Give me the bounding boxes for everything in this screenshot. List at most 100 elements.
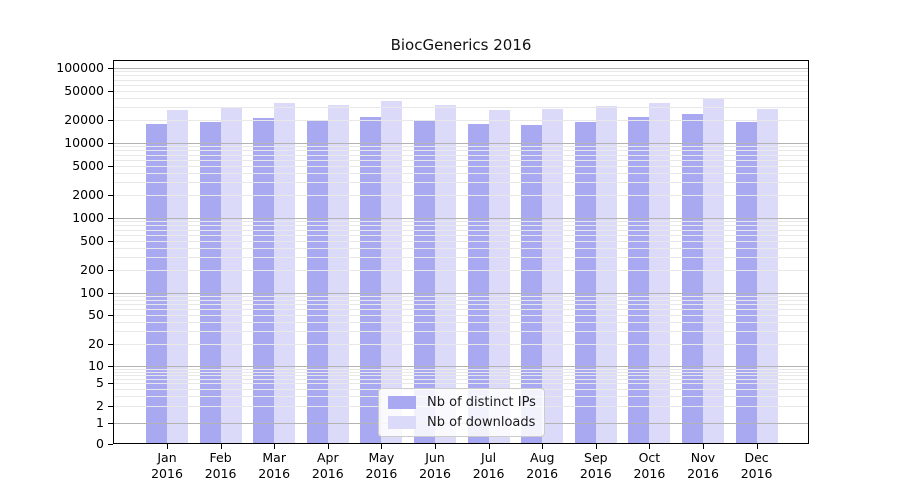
- x-tick-label-mar: Mar 2016: [246, 450, 302, 482]
- x-label-month: Mar: [262, 450, 286, 465]
- gridline-minor: [113, 368, 809, 370]
- y-tick-mark-20000: [108, 120, 113, 122]
- gridline-minor: [113, 71, 809, 73]
- x-tick-mark-nov: [703, 444, 704, 449]
- gridline-minor: [113, 97, 809, 99]
- bar-downloads-feb: [220, 107, 242, 444]
- gridline-minor: [113, 344, 809, 346]
- x-label-year: 2016: [151, 466, 183, 481]
- y-tick-label-20000: 20000: [64, 112, 104, 128]
- y-tick-label-100000: 100000: [56, 60, 104, 75]
- y-tick-mark-50000: [108, 90, 113, 92]
- gridline-minor: [113, 75, 809, 77]
- bar-distinct-ips-oct: [628, 116, 650, 444]
- gridline-minor: [113, 84, 809, 86]
- x-label-month: Dec: [744, 450, 769, 465]
- legend-item-distinct-ips: Nb of distinct IPs: [388, 395, 536, 411]
- gridline-minor: [113, 165, 809, 167]
- x-tick-label-jun: Jun 2016: [407, 450, 463, 482]
- x-tick-mark-mar: [274, 444, 276, 449]
- bar-downloads-nov: [703, 99, 724, 444]
- x-label-year: 2016: [365, 466, 398, 481]
- bar-downloads-jun: [435, 105, 456, 444]
- bar-distinct-ips-nov: [682, 114, 703, 444]
- y-tick-label-50000: 50000: [64, 82, 104, 98]
- y-tick-mark-1: [108, 423, 113, 424]
- gridline-minor: [113, 314, 809, 316]
- x-tick-mark-dec: [756, 444, 758, 449]
- bar-downloads-dec: [756, 109, 778, 444]
- x-label-year: 2016: [740, 466, 773, 481]
- y-tick-label-20: 20: [88, 336, 104, 352]
- gridline-minor: [113, 247, 809, 249]
- bar-downloads-may: [381, 100, 403, 444]
- x-tick-mark-oct: [649, 444, 651, 449]
- legend-label-distinct-ips: Nb of distinct IPs: [427, 395, 536, 411]
- x-label-year: 2016: [204, 466, 237, 481]
- y-tick-label-1000: 1000: [72, 210, 104, 225]
- x-tick-mark-sep: [595, 444, 597, 449]
- gridline-minor: [113, 371, 809, 373]
- gridline-minor: [113, 182, 809, 184]
- gridline-minor: [113, 240, 809, 242]
- gridline-major: [113, 68, 809, 69]
- bar-downloads-oct: [649, 102, 671, 444]
- bar-downloads-aug: [542, 109, 564, 444]
- gridline-minor: [113, 234, 809, 236]
- gridline-minor: [113, 221, 809, 223]
- bar-distinct-ips-jul: [467, 123, 489, 444]
- x-tick-label-sep: Sep 2016: [568, 450, 624, 482]
- bar-downloads-jan: [167, 109, 188, 444]
- gridline-minor: [113, 270, 809, 272]
- x-label-year: 2016: [419, 466, 451, 481]
- y-tick-label-500: 500: [80, 232, 104, 248]
- legend-swatch-distinct-ips: [388, 396, 416, 410]
- x-label-month: Apr: [316, 450, 339, 465]
- gridline-minor: [113, 90, 809, 92]
- y-tick-label-50: 50: [88, 306, 104, 322]
- y-tick-mark-5000: [108, 165, 113, 167]
- gridline-minor: [113, 229, 809, 231]
- y-tick-label-0: 0: [96, 436, 104, 451]
- bar-downloads-mar: [274, 102, 296, 444]
- x-tick-label-dec: Dec 2016: [729, 450, 785, 482]
- y-tick-mark-50: [108, 314, 113, 316]
- gridline-minor: [113, 257, 809, 259]
- x-tick-mark-jan: [167, 444, 168, 449]
- chart-title: BiocGenerics 2016: [390, 36, 532, 54]
- bar-distinct-ips-dec: [735, 122, 757, 444]
- gridline-minor: [113, 107, 809, 109]
- bar-downloads-sep: [595, 106, 617, 444]
- gridline-minor: [113, 300, 809, 302]
- x-label-month: May: [368, 450, 395, 465]
- y-tick-mark-500: [108, 240, 113, 242]
- x-label-year: 2016: [579, 466, 612, 481]
- gridline-minor: [113, 195, 809, 197]
- x-tick-label-nov: Nov 2016: [675, 450, 731, 482]
- gridline-minor: [113, 322, 809, 324]
- x-label-month: Sep: [584, 450, 608, 465]
- bar-downloads-apr: [327, 105, 349, 444]
- gridline-minor: [113, 331, 809, 333]
- gridline-minor: [113, 304, 809, 306]
- y-tick-mark-10: [108, 366, 113, 367]
- gridline-major: [113, 293, 809, 294]
- gridline-major: [113, 218, 809, 219]
- x-tick-label-jan: Jan 2016: [139, 450, 195, 482]
- y-tick-mark-20: [108, 344, 113, 346]
- gridline-major: [113, 143, 809, 144]
- x-label-month: Jan: [157, 450, 177, 465]
- x-tick-label-feb: Feb 2016: [193, 450, 249, 482]
- legend-label-downloads: Nb of downloads: [427, 414, 536, 430]
- y-tick-mark-200: [108, 270, 113, 272]
- y-tick-mark-100000: [108, 68, 113, 69]
- x-label-month: Feb: [209, 450, 232, 465]
- bar-distinct-ips-apr: [306, 119, 328, 444]
- gridline-minor: [113, 383, 809, 385]
- gridline-minor: [113, 120, 809, 122]
- bar-distinct-ips-mar: [253, 117, 275, 444]
- x-tick-label-jul: Jul 2016: [461, 450, 517, 482]
- y-tick-mark-10000: [108, 143, 113, 144]
- y-tick-label-2: 2: [96, 397, 104, 413]
